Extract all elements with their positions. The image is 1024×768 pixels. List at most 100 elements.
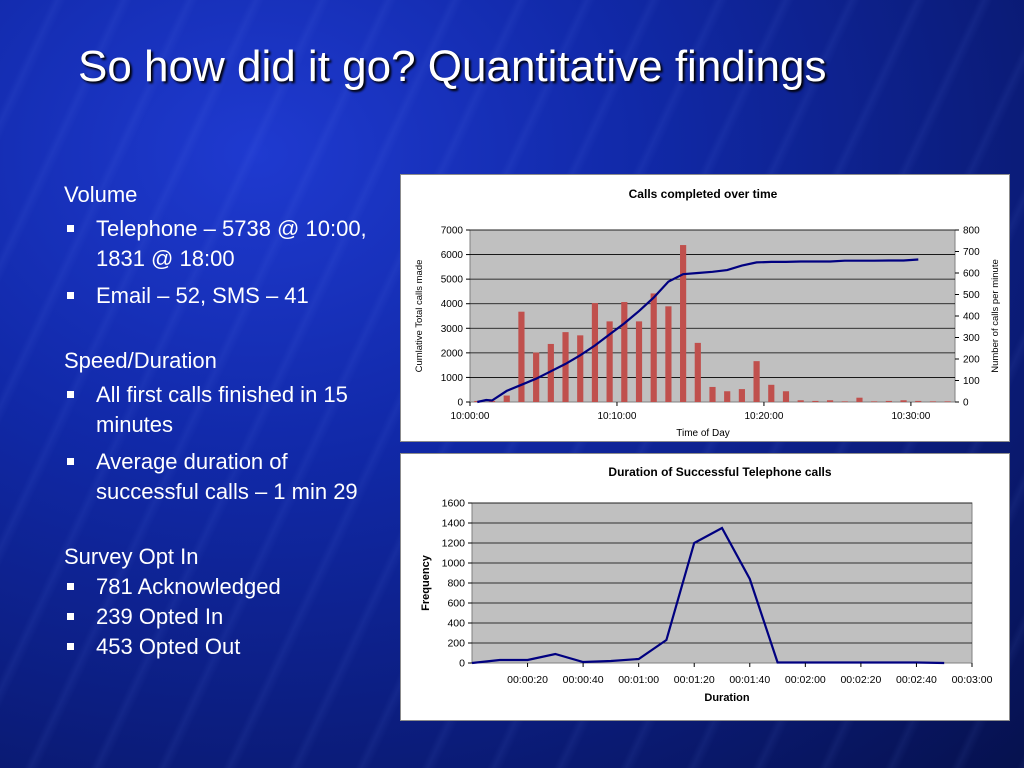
bullet-text: Email – 52, SMS – 41 [96,283,309,308]
bar [841,401,848,402]
bar [650,293,657,402]
bullet-item: All first calls finished in 15 minutes [64,380,384,440]
bullet-square-icon [67,391,74,398]
bullet-item: Email – 52, SMS – 41 [64,281,384,311]
bullet-square-icon [67,643,74,650]
x-tick-label: 10:30:00 [891,411,930,422]
bar [518,311,525,402]
bullet-square-icon [67,583,74,590]
bar [768,384,775,402]
bar [635,321,643,402]
y-right-tick-label: 100 [963,376,980,387]
findings-panel: Volume Telephone – 5738 @ 10:00, 1831 @ … [64,180,384,662]
section-heading-survey: Survey Opt In [64,544,199,569]
y-axis-label: Frequency [420,554,432,611]
bar [533,352,540,402]
section-heading-speed: Speed/Duration [64,348,217,373]
bar [724,391,731,402]
bar [577,335,584,402]
bullet-square-icon [67,225,74,232]
chart-title: Calls completed over time [629,187,778,201]
y-tick-label: 3000 [441,324,464,335]
bar [694,342,701,402]
bar [621,302,628,402]
bullet-square-icon [67,458,74,465]
bar [900,400,907,402]
chart-title: Duration of Successful Telephone calls [608,465,831,479]
section-heading-volume: Volume [64,182,138,207]
y-tick-label: 1600 [442,498,466,510]
frequency-line [471,526,945,665]
y-right-tick-label: 600 [963,269,980,280]
x-tick-label: 00:01:40 [729,674,770,686]
bar [665,306,672,402]
y-right-tick-label: 500 [963,290,980,301]
bar [826,400,834,402]
x-tick-label: 00:02:00 [785,674,826,686]
x-axis-label: Time of Day [676,428,730,439]
calls-over-time-chart: Calls completed over time 0 1000 2000 3000 40… [400,174,1010,442]
bar [885,400,892,402]
bullet-item: 239 Opted In [64,602,384,632]
bar [915,400,922,402]
x-tick-label: 10:20:00 [744,411,783,422]
y-right-tick-label: 400 [963,312,980,323]
bullet-item: 453 Opted Out [64,632,384,662]
bullet-text: Average duration of successful calls – 1… [96,449,358,504]
bullet-text: 453 Opted Out [96,634,241,659]
bullet-text: All first calls finished in 15 minutes [96,382,348,437]
x-tick-label: 00:00:20 [507,674,548,686]
y-tick-label: 4000 [441,299,464,310]
y-axis-label: Cumlative Total calls made [414,260,425,373]
bar [547,343,554,402]
bullet-list-survey: 781 Acknowledged 239 Opted In 453 Opted … [64,572,384,662]
y-tick-label: 600 [447,598,465,610]
bar [503,395,510,402]
bullet-text: 781 Acknowledged [96,574,281,599]
y-tick-label: 1200 [442,538,466,550]
y-right-tick-label: 700 [963,247,980,258]
bar [591,303,599,402]
y-right-axis-label: Number of calls per minute [990,259,1001,373]
y-tick-label: 200 [447,638,465,650]
bullet-square-icon [67,292,74,299]
bar [944,401,951,402]
duration-chart: Duration of Successful Telephone calls 0 2… [400,453,1010,721]
y-tick-label: 0 [459,658,465,670]
y-tick-label: 2000 [441,348,464,359]
bar [680,245,687,402]
bar [871,401,878,402]
x-tick-label: 00:02:40 [896,674,937,686]
bar [929,401,937,402]
bullet-text: Telephone – 5738 @ 10:00, 1831 @ 18:00 [96,216,367,271]
x-tick-label: 00:03:00 [952,674,993,686]
x-axis-label: Duration [704,692,750,704]
x-tick-label: 00:00:40 [563,674,604,686]
bar [782,391,790,402]
y-tick-label: 800 [447,578,465,590]
bar [562,332,569,402]
bar [797,400,804,402]
bullet-text: 239 Opted In [96,604,224,629]
x-tick-label: 10:10:00 [598,411,637,422]
y-tick-label: 6000 [441,250,464,261]
cumulative-line [477,258,919,404]
bar [856,397,863,402]
calls-over-time-svg: Calls completed over time 0 1000 2000 3000 40… [414,187,1001,439]
y-tick-label: 1400 [442,518,466,530]
bullet-list-volume: Telephone – 5738 @ 10:00, 1831 @ 18:00 E… [64,214,384,311]
duration-svg: Duration of Successful Telephone calls 0 2… [420,465,993,704]
y-tick-label: 1000 [442,558,466,570]
bullet-list-speed: All first calls finished in 15 minutes A… [64,380,384,507]
bullet-item: 781 Acknowledged [64,572,384,602]
x-tick-label: 10:00:00 [451,411,490,422]
y-tick-label: 7000 [441,226,464,237]
bullet-item: Average duration of successful calls – 1… [64,447,384,507]
x-tick-label: 00:01:00 [618,674,659,686]
y-tick-label: 1000 [441,373,464,384]
bar [709,386,716,402]
y-right-tick-label: 300 [963,333,980,344]
y-right-tick-label: 0 [963,398,969,409]
x-tick-label: 00:01:20 [674,674,715,686]
y-right-tick-label: 200 [963,355,980,366]
